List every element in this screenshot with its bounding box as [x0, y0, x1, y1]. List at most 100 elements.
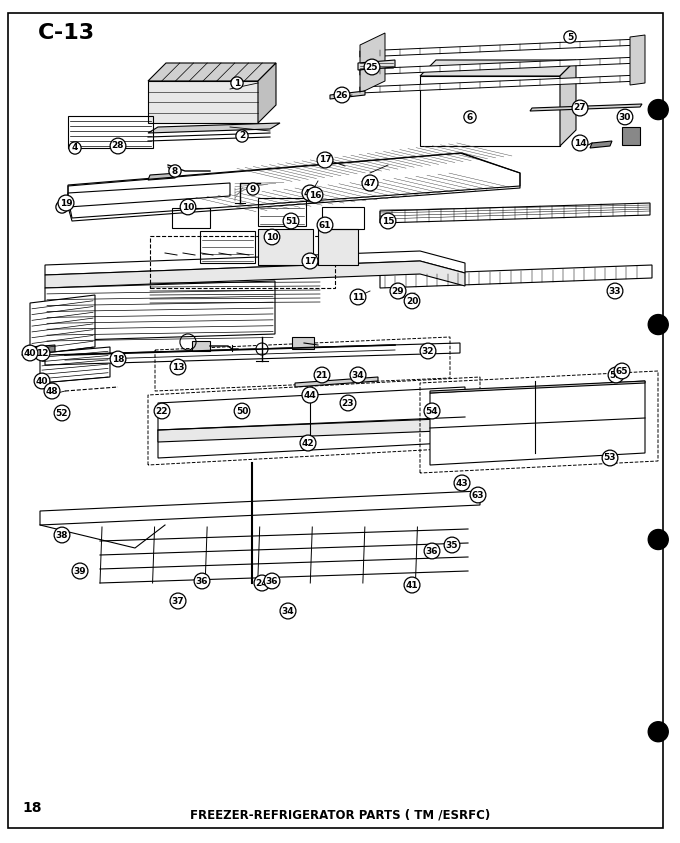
Text: 40: 40	[36, 377, 48, 385]
Polygon shape	[40, 347, 110, 383]
Text: 20: 20	[406, 297, 418, 305]
Polygon shape	[45, 261, 465, 288]
Text: 48: 48	[46, 386, 58, 395]
Text: 26: 26	[336, 90, 348, 99]
Polygon shape	[630, 35, 645, 85]
Text: 65: 65	[616, 367, 628, 375]
Text: 18: 18	[112, 355, 124, 363]
Polygon shape	[380, 203, 650, 223]
Text: C-13: C-13	[38, 23, 95, 43]
Polygon shape	[148, 63, 276, 81]
Polygon shape	[360, 57, 640, 75]
Circle shape	[256, 343, 268, 355]
Text: 21: 21	[316, 371, 328, 379]
FancyBboxPatch shape	[292, 337, 314, 349]
Polygon shape	[380, 265, 652, 288]
Text: 44: 44	[304, 390, 316, 400]
Polygon shape	[420, 60, 576, 76]
Text: 10: 10	[266, 233, 278, 241]
Text: 17: 17	[319, 155, 331, 164]
Text: 54: 54	[426, 406, 439, 416]
Circle shape	[648, 722, 668, 742]
Text: 36: 36	[196, 577, 208, 586]
Text: 46: 46	[304, 189, 316, 197]
Polygon shape	[158, 387, 465, 458]
Text: 28: 28	[112, 142, 124, 151]
Polygon shape	[420, 76, 560, 146]
Circle shape	[648, 314, 668, 335]
Text: 25: 25	[366, 62, 378, 72]
Polygon shape	[30, 295, 95, 355]
Text: 47: 47	[364, 179, 376, 187]
Polygon shape	[45, 343, 460, 365]
Polygon shape	[158, 418, 465, 442]
Text: 27: 27	[574, 104, 586, 112]
Text: 34: 34	[282, 606, 294, 615]
Text: 17: 17	[304, 256, 316, 266]
Text: 9: 9	[250, 185, 256, 194]
Polygon shape	[430, 381, 645, 393]
Polygon shape	[430, 381, 645, 465]
Text: 51: 51	[285, 217, 297, 225]
Text: 24: 24	[256, 578, 269, 588]
Text: 29: 29	[392, 287, 405, 296]
Text: 40: 40	[24, 348, 36, 357]
Polygon shape	[530, 104, 642, 111]
Polygon shape	[560, 60, 576, 146]
Polygon shape	[148, 123, 280, 133]
Text: 33: 33	[609, 287, 622, 296]
Polygon shape	[360, 75, 640, 93]
Text: 39: 39	[73, 566, 86, 576]
Text: 5: 5	[567, 33, 573, 41]
Text: 38: 38	[56, 530, 68, 540]
Text: 16: 16	[309, 191, 321, 200]
Text: 36: 36	[266, 577, 278, 586]
Text: 36: 36	[426, 546, 438, 556]
Text: 50: 50	[236, 406, 248, 416]
Circle shape	[648, 529, 668, 550]
Text: 42: 42	[302, 438, 314, 448]
Text: 15: 15	[381, 217, 394, 225]
Polygon shape	[360, 33, 385, 93]
Polygon shape	[330, 91, 365, 99]
Text: 19: 19	[60, 198, 72, 207]
Polygon shape	[45, 251, 465, 275]
Text: 55: 55	[610, 371, 622, 379]
Text: 11: 11	[352, 293, 364, 302]
Text: 32: 32	[422, 346, 435, 356]
Text: 4: 4	[72, 143, 78, 153]
Text: 8: 8	[172, 167, 178, 175]
Text: 53: 53	[604, 454, 616, 463]
Text: 63: 63	[472, 491, 484, 500]
Text: 2: 2	[239, 132, 245, 141]
Circle shape	[648, 99, 668, 120]
Polygon shape	[68, 153, 520, 218]
Text: 10: 10	[182, 202, 194, 212]
Polygon shape	[295, 377, 378, 387]
Text: FREEZER-REFRIGERATOR PARTS ( TM /ESRFC): FREEZER-REFRIGERATOR PARTS ( TM /ESRFC)	[190, 808, 490, 821]
Polygon shape	[358, 60, 395, 70]
Polygon shape	[45, 281, 275, 341]
Text: 43: 43	[456, 479, 469, 487]
Text: 23: 23	[342, 399, 354, 407]
Text: 37: 37	[171, 597, 184, 605]
FancyBboxPatch shape	[192, 341, 210, 351]
Text: 22: 22	[156, 406, 168, 416]
Text: 7: 7	[58, 202, 65, 212]
Polygon shape	[360, 39, 640, 57]
Polygon shape	[30, 345, 55, 355]
Text: 41: 41	[406, 581, 418, 589]
Text: 13: 13	[172, 362, 184, 372]
Polygon shape	[40, 491, 480, 525]
Text: 61: 61	[319, 221, 331, 229]
Polygon shape	[258, 63, 276, 123]
Text: 6: 6	[467, 112, 473, 121]
FancyBboxPatch shape	[318, 229, 358, 265]
Text: 35: 35	[446, 540, 458, 550]
Text: 1: 1	[234, 78, 240, 88]
Polygon shape	[148, 173, 178, 180]
Text: 52: 52	[56, 409, 68, 417]
Polygon shape	[68, 183, 230, 207]
FancyBboxPatch shape	[258, 229, 313, 265]
Text: 30: 30	[619, 112, 631, 121]
